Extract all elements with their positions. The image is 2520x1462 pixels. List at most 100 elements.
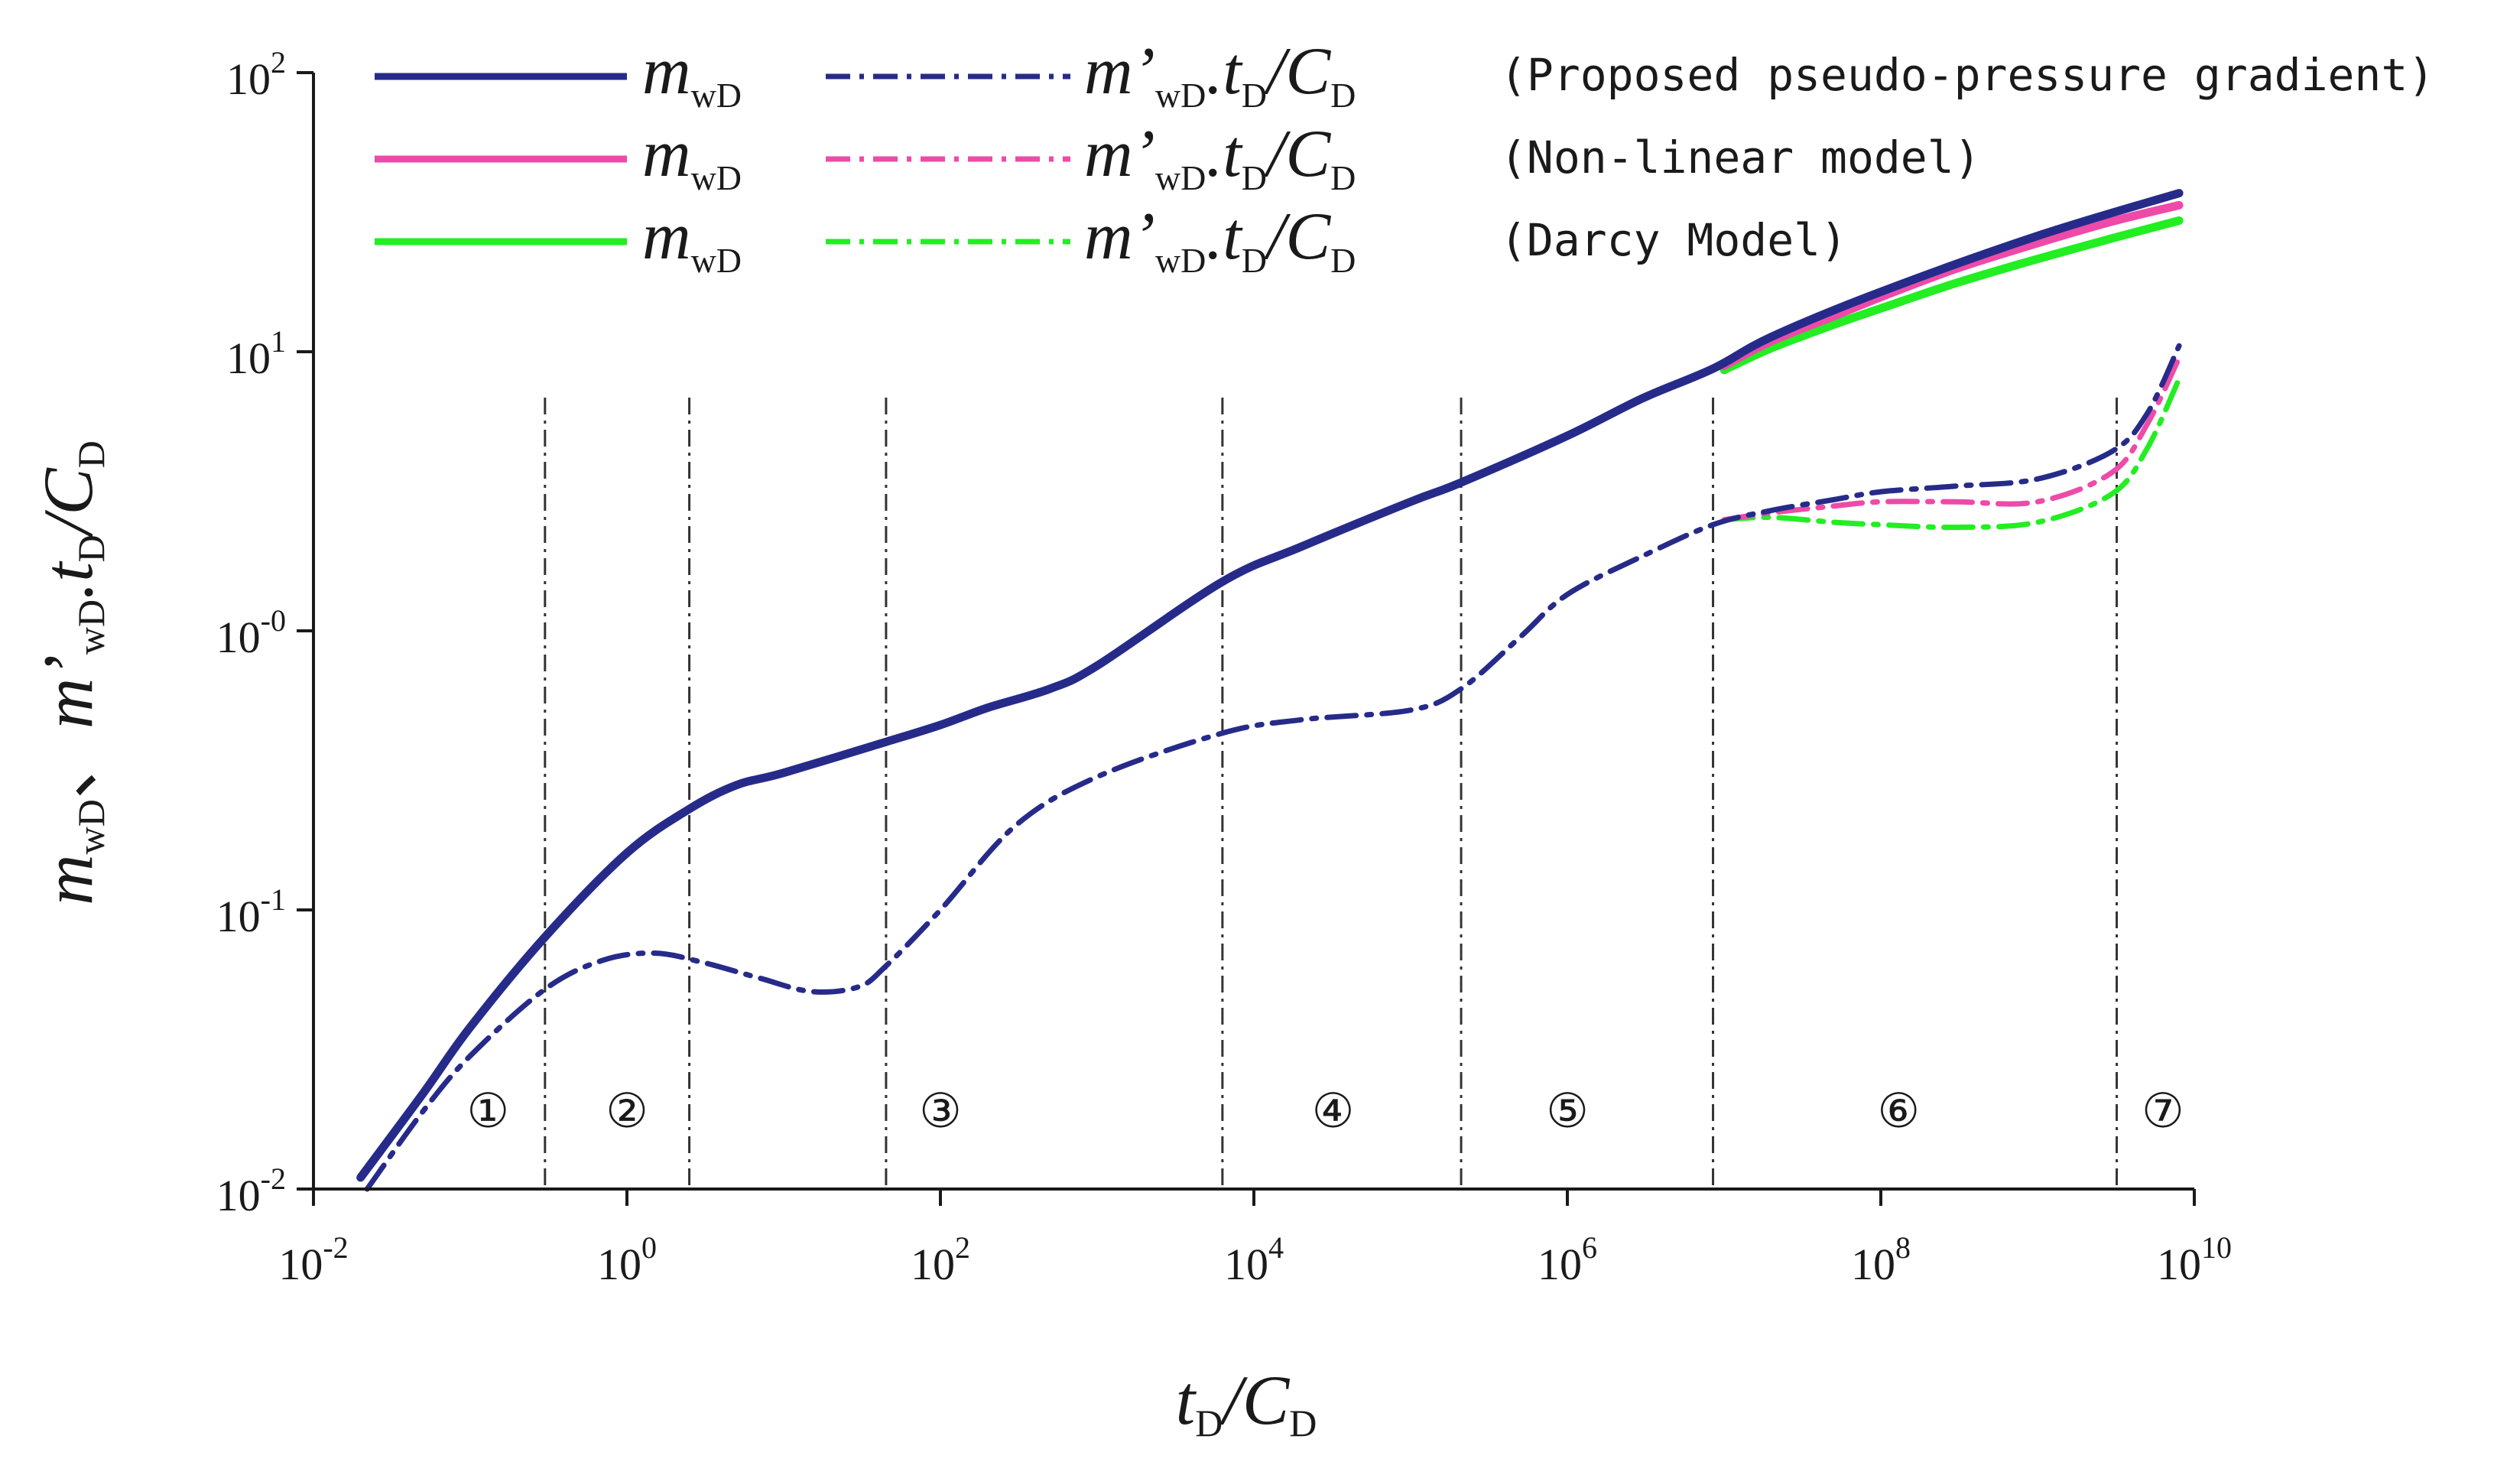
legend-derivative-label: m’wD.tD/CD <box>1084 200 1356 280</box>
x-tick-label: 1010 <box>2157 1230 2232 1289</box>
x-tick-base: 10 <box>597 1239 641 1289</box>
region-label: ④ <box>1312 1083 1355 1139</box>
legend-sym4: /C <box>1263 34 1331 109</box>
y-tick-base: 10 <box>216 892 261 941</box>
derivative-series-4 <box>1721 355 2182 523</box>
legend-description: (Non-linear model) <box>1500 132 1981 184</box>
legend-sub4: D <box>1330 158 1356 197</box>
y-title-c: .t <box>29 560 107 599</box>
series-lines <box>356 189 2184 1192</box>
legend-mwd-label: mwD <box>642 200 742 280</box>
y-tick-label: 102 <box>226 45 286 104</box>
legend: mwD m’wD.tD/CD (Proposed pseudo-pressure g… <box>375 34 2434 280</box>
y-tick-base: 10 <box>216 1171 261 1220</box>
derivative-series-3 <box>1721 375 2182 531</box>
region-label: ① <box>467 1083 510 1139</box>
legend-sub1: wD <box>691 158 742 197</box>
mwd-series-2 <box>356 189 2184 1182</box>
legend-sym4: /C <box>1263 200 1331 274</box>
x-title-var2: C <box>1242 1361 1291 1439</box>
y-title-b-sub: wD <box>70 599 112 655</box>
legend-description: (Proposed pseudo-pressure gradient) <box>1500 49 2434 101</box>
y-tick-exp: -1 <box>261 882 286 917</box>
legend-sub1: wD <box>691 76 742 115</box>
x-title-var: t <box>1176 1361 1197 1439</box>
y-tick-exp: 1 <box>271 324 286 359</box>
legend-description: (Darcy Model) <box>1500 214 1847 266</box>
region-label: ⑥ <box>1878 1083 1921 1139</box>
x-tick-exp: 0 <box>641 1230 657 1265</box>
y-title-b: m’ <box>29 655 107 729</box>
mwd-series-0 <box>1720 216 2184 375</box>
legend-sym4: /C <box>1263 117 1331 191</box>
x-tick-exp: 6 <box>1582 1230 1597 1265</box>
legend-paren-open: ( <box>1500 132 1527 184</box>
legend-sym2: m’ <box>1084 117 1155 191</box>
legend-desc-text: Proposed pseudo-pressure gradient <box>1527 49 2408 101</box>
y-tick-label: 101 <box>226 324 286 383</box>
x-tick-label: 10-2 <box>278 1230 348 1289</box>
region-label: ③ <box>919 1083 962 1139</box>
y-tick-label: 10-2 <box>216 1161 286 1220</box>
y-title-a-sub: wD <box>70 799 112 854</box>
y-tick-base: 10 <box>216 612 261 662</box>
legend-sym2: m’ <box>1084 200 1155 274</box>
y-title-d: /C <box>29 467 107 539</box>
x-tick-label: 108 <box>1851 1230 1911 1289</box>
region-label: ② <box>606 1083 648 1139</box>
mwd-series-1 <box>1720 200 2184 370</box>
y-tick-base: 10 <box>226 54 271 104</box>
x-tick-label: 100 <box>597 1230 657 1289</box>
x-tick-exp: 4 <box>1268 1230 1284 1265</box>
x-tick-label: 102 <box>911 1230 970 1289</box>
x-tick-exp: -2 <box>323 1230 348 1265</box>
derivative-series-5 <box>364 343 2182 1192</box>
y-title-sep: 、 <box>29 729 107 799</box>
x-tick-base: 10 <box>1224 1239 1268 1289</box>
x-tick-base: 10 <box>1538 1239 1582 1289</box>
y-title-a: m <box>29 854 107 905</box>
legend-desc-text: Darcy Model <box>1527 214 1820 266</box>
legend-mwd-label: mwD <box>642 34 742 115</box>
x-title-sub2: D <box>1289 1402 1317 1444</box>
legend-sub3: D <box>1242 241 1267 280</box>
legend-sym1: m <box>642 117 691 191</box>
legend-desc-text: Non-linear model <box>1527 132 1954 184</box>
legend-sym1: m <box>642 34 691 109</box>
legend-derivative-label: m’wD.tD/CD <box>1084 117 1356 197</box>
y-title-c-sub: D <box>70 534 112 562</box>
legend-paren-open: ( <box>1500 214 1527 266</box>
legend-paren-close: ) <box>1820 214 1847 266</box>
y-tick-label: 10-0 <box>216 603 286 662</box>
x-tick-base: 10 <box>1851 1239 1895 1289</box>
x-tick-exp: 2 <box>955 1230 970 1265</box>
y-axis-title: mwD、m’wD.tD/CD <box>29 440 112 905</box>
legend-sub3: D <box>1242 76 1267 115</box>
region-label: ⑦ <box>2142 1083 2184 1139</box>
legend-sym3: .t <box>1206 117 1243 191</box>
x-tick-label: 106 <box>1538 1230 1597 1289</box>
x-tick-exp: 10 <box>2201 1230 2232 1265</box>
y-tick-label: 10-1 <box>216 882 286 941</box>
legend-sym3: .t <box>1206 34 1243 109</box>
y-tick-exp: -0 <box>261 603 286 638</box>
legend-sub2: wD <box>1155 158 1206 197</box>
x-tick-base: 10 <box>278 1239 323 1289</box>
legend-paren-close: ) <box>2408 49 2434 101</box>
x-axis-title: tD/CD <box>1176 1361 1317 1444</box>
x-tick-base: 10 <box>2157 1239 2201 1289</box>
legend-sub3: D <box>1242 158 1267 197</box>
x-tick-label: 104 <box>1224 1230 1284 1289</box>
y-tick-exp: 2 <box>271 45 286 80</box>
region-label: ⑤ <box>1546 1083 1589 1139</box>
legend-sub1: wD <box>691 241 742 280</box>
x-ticks: 10-2 100 102 104 106 108 1010 <box>278 1189 2232 1289</box>
legend-paren-close: ) <box>1954 132 1981 184</box>
legend-sym3: .t <box>1206 200 1243 274</box>
legend-sym2: m’ <box>1084 34 1155 109</box>
legend-sub4: D <box>1330 76 1356 115</box>
region-boundary-lines <box>544 398 2119 1189</box>
